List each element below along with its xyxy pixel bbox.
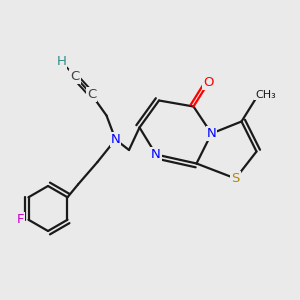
Text: S: S xyxy=(231,172,240,185)
Text: O: O xyxy=(203,76,214,89)
Text: F: F xyxy=(16,213,24,226)
Text: N: N xyxy=(151,148,161,161)
Text: C: C xyxy=(70,70,80,83)
Text: CH₃: CH₃ xyxy=(255,89,276,100)
Text: C: C xyxy=(87,88,96,101)
Text: H: H xyxy=(57,55,66,68)
Text: N: N xyxy=(207,127,216,140)
Text: N: N xyxy=(111,133,120,146)
